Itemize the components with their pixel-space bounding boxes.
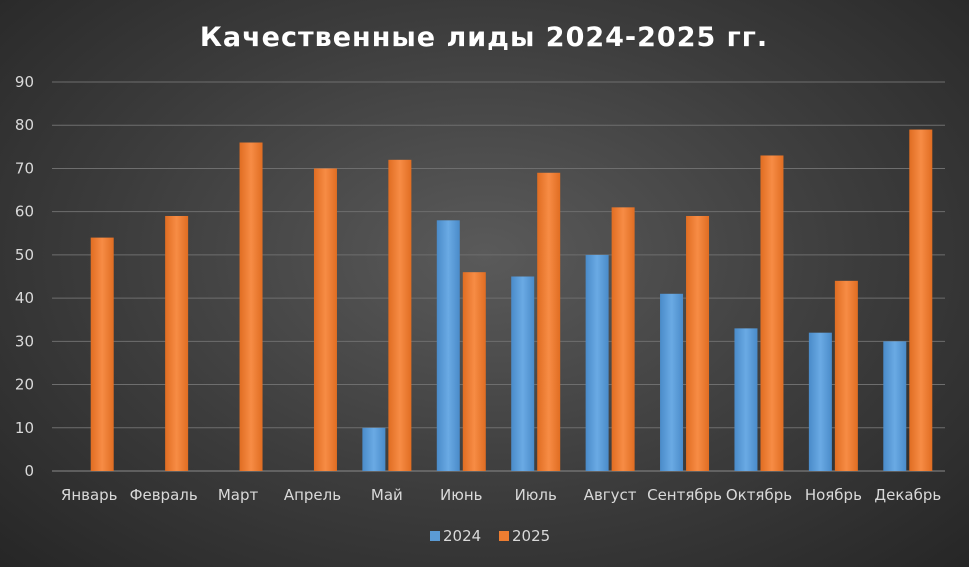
bars — [90, 129, 933, 472]
y-tick-label: 50 — [15, 246, 34, 264]
bar-2025-1 — [90, 237, 114, 471]
chart-title: Качественные лиды 2024-2025 гг. — [200, 22, 768, 53]
bar-2025-7 — [537, 172, 561, 471]
gridlines — [52, 81, 945, 472]
x-tick-label: Сентябрь — [647, 486, 722, 504]
bar-2024-7 — [511, 276, 535, 471]
x-tick-label: Июль — [515, 486, 557, 504]
x-tick-label: Май — [371, 486, 403, 504]
y-tick-label: 0 — [24, 462, 34, 480]
x-tick-label: Октябрь — [726, 486, 792, 504]
bar-2025-11 — [834, 280, 858, 471]
x-tick-label: Январь — [61, 486, 118, 504]
bar-2025-3 — [239, 142, 263, 471]
x-tick-label: Ноябрь — [805, 486, 862, 504]
bar-2025-9 — [686, 215, 710, 471]
bar-2025-5 — [388, 159, 412, 472]
bar-2025-4 — [313, 168, 337, 471]
bar-2024-9 — [660, 293, 684, 471]
bar-2025-8 — [611, 207, 635, 471]
x-tick-label: Март — [218, 486, 259, 504]
bar-2025-10 — [760, 155, 784, 471]
bar-2024-12 — [883, 341, 907, 471]
bar-2025-6 — [462, 272, 486, 471]
bar-2025-2 — [165, 215, 189, 471]
legend-label-2025: 2025 — [512, 527, 550, 545]
y-tick-label: 80 — [15, 116, 34, 134]
x-tick-label: Апрель — [284, 486, 341, 504]
y-tick-label: 70 — [15, 159, 34, 177]
bar-2025-12 — [909, 129, 933, 472]
y-tick-label: 60 — [15, 203, 34, 221]
legend: 2024 2025 — [430, 527, 550, 545]
y-tick-label: 40 — [15, 289, 34, 307]
y-axis-ticks: 0 10 20 30 40 50 60 70 80 90 — [15, 73, 34, 480]
x-tick-label: Июнь — [440, 486, 483, 504]
bar-2024-6 — [436, 220, 460, 471]
y-tick-label: 10 — [15, 419, 34, 437]
bar-2024-5 — [362, 427, 386, 471]
x-tick-label: Декабрь — [874, 486, 941, 504]
y-tick-label: 20 — [15, 376, 34, 394]
legend-swatch-2024 — [430, 531, 440, 541]
legend-label-2024: 2024 — [443, 527, 481, 545]
x-tick-label: Февраль — [130, 486, 198, 504]
y-tick-label: 90 — [15, 73, 34, 91]
legend-swatch-2025 — [499, 531, 509, 541]
x-axis-labels: Январь Февраль Март Апрель Май Июнь Июль Август… — [61, 486, 941, 504]
bar-2024-8 — [585, 254, 609, 471]
bar-2024-10 — [734, 328, 758, 471]
x-tick-label: Август — [584, 486, 637, 504]
y-tick-label: 30 — [15, 332, 34, 350]
bar-2024-11 — [808, 332, 832, 471]
